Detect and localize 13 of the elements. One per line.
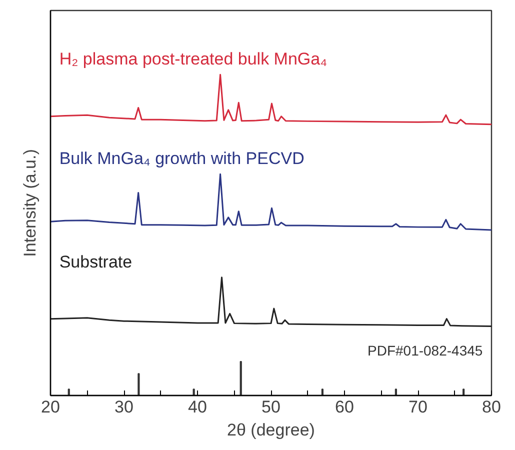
text: PDF#01-082-4345 bbox=[367, 342, 483, 358]
x-tick-label: 30 bbox=[114, 398, 134, 416]
x-tick-label: 80 bbox=[482, 398, 501, 416]
series-label: H₂ plasma post-treated bulk MnGa₄ bbox=[59, 50, 328, 69]
text: Bulk MnGa₄ growth with PECVD bbox=[59, 149, 304, 168]
x-tick-label: 50 bbox=[262, 398, 280, 416]
x-tick-label: 60 bbox=[335, 398, 354, 416]
x-axis-title: 2θ (degree) bbox=[227, 420, 315, 440]
x-tick-label: 40 bbox=[188, 398, 207, 416]
text: Substrate bbox=[59, 252, 132, 272]
x-tick-label: 20 bbox=[41, 398, 60, 416]
x-tick-label: 70 bbox=[408, 398, 428, 416]
y-axis-title: Intensity (a.u.) bbox=[20, 149, 40, 257]
